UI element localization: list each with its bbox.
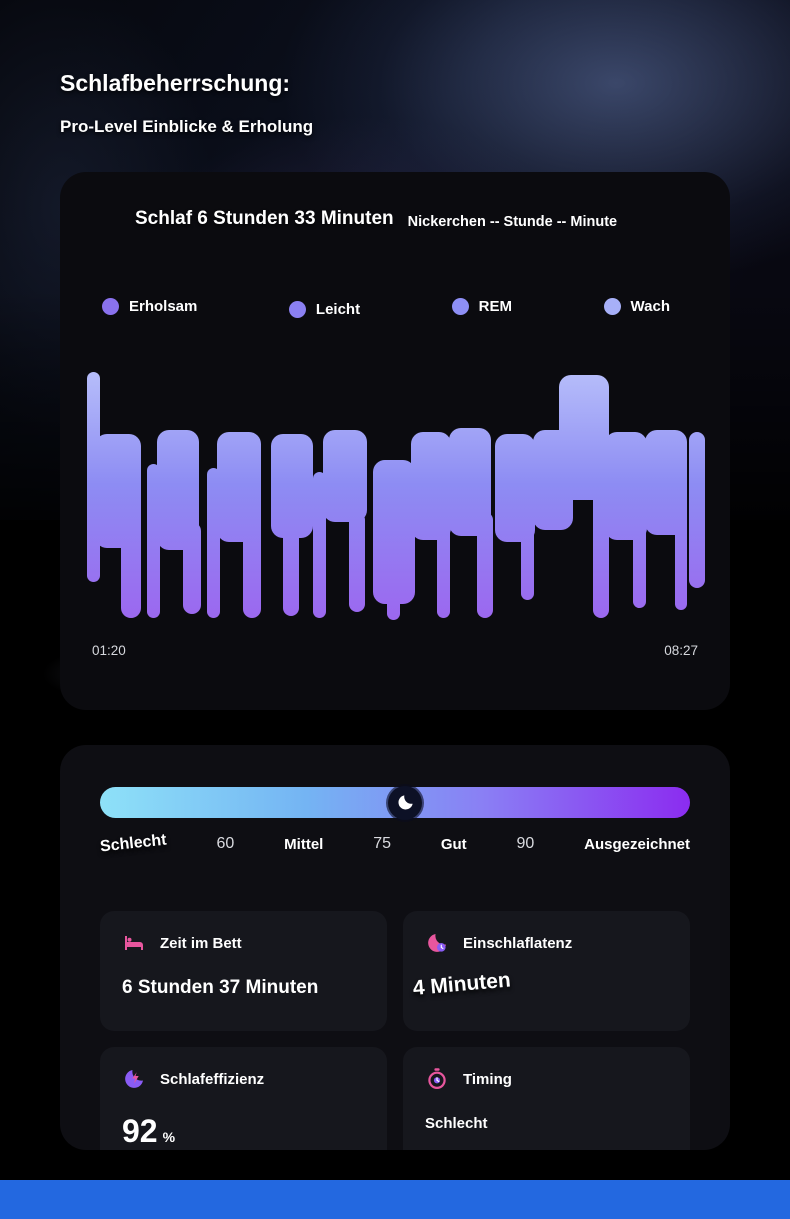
- sleep-score-slider[interactable]: [100, 785, 690, 820]
- chart-time-axis: 01:20 08:27: [92, 643, 698, 658]
- rem-dot-icon: [451, 298, 469, 315]
- score-scale: Schlecht 60 Mittel 75 Gut 90 Ausgezeichn…: [99, 831, 690, 856]
- tile-value: 4 Minuten: [411, 968, 512, 1000]
- tile-timing: Timing Schlecht: [403, 1047, 690, 1150]
- hypnogram-chart: [85, 372, 705, 622]
- legend-item-erholsam: Erholsam: [102, 298, 197, 315]
- tile-label: Schlafeffizienz: [160, 1070, 265, 1088]
- legend-label: REM: [478, 298, 512, 315]
- tile-zeit-im-bett: Zeit im Bett 6 Stunden 37 Minuten: [100, 911, 387, 1031]
- page-subtitle: Pro-Level Einblicke & Erholung: [60, 117, 314, 136]
- tile-value: 92%: [122, 1113, 365, 1150]
- tile-value: Schlecht: [425, 1115, 488, 1132]
- page-title: Schlafbeherrschung:: [60, 70, 291, 96]
- bed-icon: [125, 936, 143, 950]
- sleep-end-time: 08:27: [664, 643, 698, 658]
- sleep-duration-title: Schlaf 6 Stunden 33 Minuten: [135, 208, 394, 229]
- leicht-dot-icon: [288, 301, 306, 318]
- tile-schlafeffizienz: Schlafeffizienz 92%: [100, 1047, 387, 1150]
- moon-bolt-icon: [125, 1070, 143, 1088]
- scale-label-gut: Gut: [440, 835, 467, 853]
- bottom-bar[interactable]: [0, 1180, 790, 1219]
- moon-icon: [398, 795, 413, 810]
- tile-einschlaflatenz: Einschlaflatenz 4 Minuten: [403, 911, 690, 1031]
- sleep-summary-card: Schlaf 6 Stunden 33 Minuten Nickerchen -…: [60, 172, 730, 710]
- erholsam-dot-icon: [102, 298, 119, 315]
- legend-label: Leicht: [315, 301, 361, 318]
- nap-duration-label: Nickerchen -- Stunde -- Minute: [407, 214, 618, 230]
- stopwatch-icon: [428, 1068, 446, 1090]
- sleep-stage-legend: Erholsam Leicht REM Wach: [102, 298, 670, 318]
- slider-knob[interactable]: [388, 785, 423, 820]
- tile-label: Zeit im Bett: [160, 934, 242, 952]
- sleep-stat-tiles: Zeit im Bett 6 Stunden 37 Minuten Einsch…: [100, 911, 690, 1150]
- scale-label-ausgezeichnet: Ausgezeichnet: [584, 835, 690, 853]
- legend-item-wach: Wach: [603, 298, 670, 315]
- sleep-card-header: Schlaf 6 Stunden 33 Minuten Nickerchen -…: [60, 172, 730, 230]
- legend-item-rem: REM: [451, 298, 512, 315]
- legend-label: Wach: [630, 298, 670, 315]
- sleep-start-time: 01:20: [92, 643, 126, 658]
- tile-value: 6 Stunden 37 Minuten: [122, 977, 319, 998]
- wach-dot-icon: [603, 298, 621, 315]
- scale-label-mittel: Mittel: [284, 835, 324, 853]
- efficiency-unit: %: [162, 1129, 176, 1145]
- moon-clock-icon: [428, 934, 446, 952]
- legend-item-leicht: Leicht: [288, 301, 361, 318]
- tile-label: Einschlaflatenz: [463, 934, 573, 952]
- scale-label-schlecht: Schlecht: [99, 831, 168, 856]
- sleep-score-card: Schlecht 60 Mittel 75 Gut 90 Ausgezeichn…: [60, 745, 730, 1150]
- scale-value-90: 90: [516, 835, 535, 852]
- legend-label: Erholsam: [129, 298, 198, 315]
- efficiency-value: 92: [122, 1113, 158, 1149]
- scale-value-75: 75: [373, 835, 391, 852]
- tile-label: Timing: [463, 1070, 512, 1088]
- scale-value-60: 60: [216, 835, 235, 852]
